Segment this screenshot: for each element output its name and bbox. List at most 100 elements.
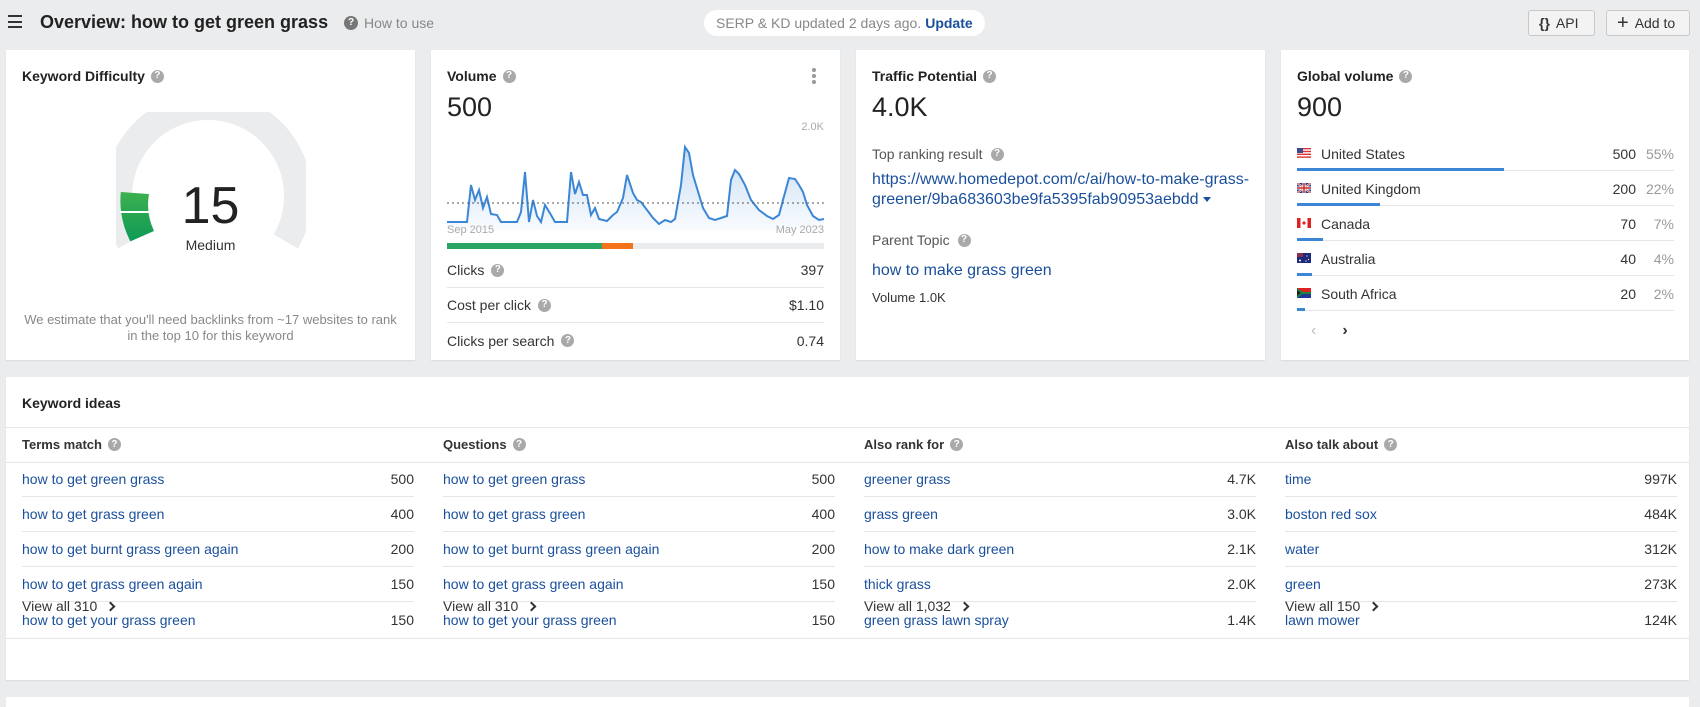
view-all-also-rank-for[interactable]: View all 1,032 xyxy=(864,598,970,614)
volume-value: 500 xyxy=(447,92,493,122)
how-to-use-link[interactable]: ? How to use xyxy=(344,15,434,31)
keyword-link[interactable]: how to get grass green xyxy=(22,506,165,522)
also-rank-for-column: Also rank for? greener grass 4.7K grass g… xyxy=(864,427,1256,637)
keyword-volume: 312K xyxy=(1644,541,1677,557)
share-bar xyxy=(1297,273,1313,276)
help-icon[interactable]: ? xyxy=(561,334,575,347)
keyword-link[interactable]: green xyxy=(1285,576,1321,592)
help-icon[interactable]: ? xyxy=(502,69,516,83)
help-icon[interactable]: ? xyxy=(990,147,1004,161)
keyword-link[interactable]: grass green xyxy=(864,506,938,522)
keyword-link[interactable]: how to get your grass green xyxy=(22,611,196,628)
update-link[interactable]: Update xyxy=(925,15,973,31)
keyword-volume: 400 xyxy=(811,506,835,522)
column-header: Terms match? xyxy=(22,427,414,462)
keyword-link[interactable]: how to get grass green again xyxy=(443,576,624,592)
keyword-link[interactable]: how to make dark green xyxy=(864,541,1015,557)
metric-label: Cost per click xyxy=(447,297,532,313)
help-icon[interactable]: ? xyxy=(512,438,526,451)
share-bar xyxy=(1297,238,1324,241)
caret-down-icon[interactable] xyxy=(1202,197,1211,203)
help-icon[interactable]: ? xyxy=(950,438,964,451)
keyword-link[interactable]: how to get your grass green xyxy=(443,611,617,628)
help-icon[interactable]: ? xyxy=(1399,69,1413,83)
uk-flag-icon xyxy=(1297,183,1311,193)
keyword-volume: 4.7K xyxy=(1227,471,1256,487)
top-ranking-url[interactable]: https://www.homedepot.com/c/ai/how-to-ma… xyxy=(872,170,1252,210)
top-ranking-link[interactable]: https://www.homedepot.com/c/ai/how-to-ma… xyxy=(872,171,1250,208)
help-icon[interactable]: ? xyxy=(107,438,121,451)
prev-page-icon[interactable]: ‹ xyxy=(1311,322,1317,339)
view-all-terms-match[interactable]: View all 310 xyxy=(22,598,116,614)
country-name: Australia xyxy=(1321,251,1376,267)
view-all-label: View all 310 xyxy=(443,598,519,614)
column-header: Also rank for? xyxy=(864,427,1256,462)
share-bar xyxy=(1297,168,1505,171)
help-icon[interactable]: ? xyxy=(491,263,505,277)
keyword-link[interactable]: how to get burnt grass green again xyxy=(443,541,660,557)
next-page-icon[interactable]: › xyxy=(1342,322,1348,339)
keyword-link[interactable]: lawn mower xyxy=(1285,611,1360,628)
keyword-row: how to get green grass 500 xyxy=(22,462,414,497)
divider xyxy=(6,427,1689,428)
page-title: Overview: how to get green grass xyxy=(40,12,329,32)
menu-icon[interactable] xyxy=(8,15,22,28)
keyword-link[interactable]: water xyxy=(1285,541,1320,557)
country-volume: 40 xyxy=(1620,251,1636,267)
country-row-uk[interactable]: United Kingdom 200 22% xyxy=(1297,171,1674,206)
keyword-ideas-title: Keyword ideas xyxy=(22,395,121,411)
keyword-link[interactable]: how to get grass green again xyxy=(22,576,203,592)
update-status: SERP & KD updated 2 days ago. Update xyxy=(704,10,985,36)
view-all-also-talk-about[interactable]: View all 150 xyxy=(1285,598,1379,614)
chart-start-label: Sep 2015 xyxy=(447,224,495,236)
country-row-us[interactable]: United States 500 55% xyxy=(1297,136,1674,171)
country-name: United States xyxy=(1321,146,1406,162)
paid-clicks-segment xyxy=(602,243,633,249)
country-row-ca[interactable]: Canada 70 7% xyxy=(1297,206,1674,241)
country-pct: 2% xyxy=(1653,286,1674,302)
keyword-volume: 400 xyxy=(390,506,414,522)
help-icon[interactable]: ? xyxy=(538,298,552,312)
keyword-link[interactable]: greener grass xyxy=(864,471,951,487)
view-all-questions[interactable]: View all 310 xyxy=(443,598,537,614)
keyword-link[interactable]: how to get burnt grass green again xyxy=(22,541,239,557)
keyword-row: how to get your grass green 150 xyxy=(22,602,414,637)
help-icon[interactable]: ? xyxy=(1384,438,1398,451)
metric-value: $1.10 xyxy=(788,297,824,313)
keyword-link[interactable]: thick grass xyxy=(864,576,931,592)
country-row-za[interactable]: South Africa 20 2% xyxy=(1297,276,1674,311)
view-all-label: View all 310 xyxy=(22,598,98,614)
keyword-row: how to get grass green again 150 xyxy=(22,567,414,602)
country-row-au[interactable]: Australia 40 4% xyxy=(1297,241,1674,276)
help-icon[interactable]: ? xyxy=(150,69,164,83)
add-to-button[interactable]: + Add to xyxy=(1606,10,1690,36)
keyword-link[interactable]: boston red sox xyxy=(1285,506,1377,522)
keyword-link[interactable]: how to get green grass xyxy=(22,471,165,487)
country-pager: ‹ › xyxy=(1311,322,1348,340)
kd-level: Medium xyxy=(185,237,236,253)
also-talk-about-column: Also talk about? time 997K boston red sox… xyxy=(1285,427,1677,637)
keyword-link[interactable]: how to get green grass xyxy=(443,471,586,487)
more-options-icon[interactable] xyxy=(812,68,816,84)
help-icon[interactable]: ? xyxy=(957,233,971,247)
keyword-link[interactable]: how to get grass green xyxy=(443,506,586,522)
help-icon[interactable]: ? xyxy=(983,69,997,83)
chevron-right-icon xyxy=(526,601,537,611)
keyword-row: how to make dark green 2.1K xyxy=(864,532,1256,567)
api-button[interactable]: {} API xyxy=(1528,10,1595,36)
share-bar xyxy=(1297,308,1305,311)
metric-label: Clicks xyxy=(447,262,485,278)
keyword-link[interactable]: green grass lawn spray xyxy=(864,611,1009,628)
keyword-volume: 500 xyxy=(390,471,414,487)
questions-column: Questions? how to get green grass 500 how… xyxy=(443,427,835,637)
keyword-row: grass green 3.0K xyxy=(864,497,1256,532)
column-title: Questions xyxy=(443,437,507,452)
metric-value: 0.74 xyxy=(796,332,824,349)
parent-topic-link[interactable]: how to make grass green xyxy=(872,262,1052,279)
volume-trend-chart xyxy=(447,144,824,230)
column-title: Terms match xyxy=(22,437,102,452)
global-value: 900 xyxy=(1297,92,1343,122)
keyword-volume: 150 xyxy=(390,576,414,592)
keyword-link[interactable]: time xyxy=(1285,471,1312,487)
country-volume: 70 xyxy=(1620,216,1636,232)
